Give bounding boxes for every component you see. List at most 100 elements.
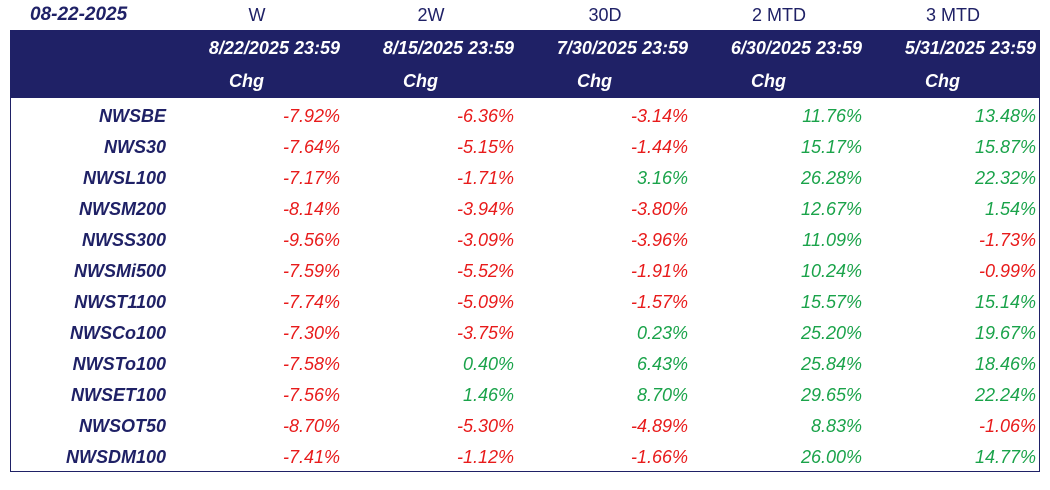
table-row: NWSMi500 -7.59% -5.52% -1.91% 10.24% -0.99% (11, 256, 1039, 287)
header-date: 8/22/2025 23:59 (208, 37, 340, 58)
change-cell: -7.92% (282, 106, 340, 126)
change-cell: -7.30% (282, 323, 340, 343)
header-col-30d: 7/30/2025 23:59 Chg (519, 31, 693, 98)
index-name: NWSTo100 (72, 354, 166, 374)
change-cell: 10.24% (800, 261, 862, 281)
header-col-2mtd: 6/30/2025 23:59 Chg (693, 31, 867, 98)
index-name: NWSET100 (70, 385, 166, 405)
change-cell: 11.09% (802, 230, 862, 250)
change-cell: 26.28% (800, 168, 862, 188)
change-cell: -1.06% (978, 416, 1036, 436)
change-cell: -8.14% (282, 199, 340, 219)
header-date: 6/30/2025 23:59 (730, 37, 862, 58)
change-cell: -1.44% (630, 137, 688, 157)
change-cell: 15.87% (974, 137, 1036, 157)
change-cell: 29.65% (800, 385, 862, 405)
change-cell: 0.23% (636, 323, 688, 343)
table-row: NWSS300 -9.56% -3.09% -3.96% 11.09% -1.73% (11, 225, 1039, 256)
index-name: NWSL100 (82, 168, 166, 188)
change-cell: 22.24% (974, 385, 1036, 405)
change-cell: 15.17% (800, 137, 862, 157)
header-date: 5/31/2025 23:59 (904, 37, 1036, 58)
header-col-2w: 8/15/2025 23:59 Chg (345, 31, 519, 98)
index-name: NWST1100 (74, 292, 166, 312)
header-chg: Chg (577, 71, 612, 92)
table-row: NWS30 -7.64% -5.15% -1.44% 15.17% 15.87% (11, 132, 1039, 163)
index-name: NWSCo100 (69, 323, 166, 343)
change-cell: 0.40% (462, 354, 514, 374)
change-cell: 8.70% (636, 385, 688, 405)
change-cell: -5.09% (456, 292, 514, 312)
change-cell: 1.46% (462, 385, 514, 405)
change-cell: 22.32% (974, 168, 1036, 188)
table-row: NWSM200 -8.14% -3.94% -3.80% 12.67% 1.54% (11, 194, 1039, 225)
report-date: 08-22-2025 (30, 4, 128, 25)
period-label-w: W (248, 4, 266, 25)
change-cell: -1.12% (456, 447, 514, 467)
table-row: NWSL100 -7.17% -1.71% 3.16% 26.28% 22.32% (11, 163, 1039, 194)
change-cell: 6.43% (636, 354, 688, 374)
change-cell: 25.20% (800, 323, 862, 343)
change-cell: -1.71% (456, 168, 514, 188)
change-cell: -7.74% (282, 292, 340, 312)
period-label-2w: 2W (417, 4, 445, 25)
change-cell: -1.57% (630, 292, 688, 312)
change-cell: -7.59% (282, 261, 340, 281)
change-cell: -5.15% (456, 137, 514, 157)
change-cell: 19.67% (974, 323, 1036, 343)
change-cell: 15.57% (800, 292, 862, 312)
change-cell: -3.09% (456, 230, 514, 250)
change-cell: -3.14% (630, 106, 688, 126)
period-label-row: 08-22-2025 W 2W 30D 2 MTD 3 MTD (10, 0, 1040, 30)
table-row: NWSCo100 -7.30% -3.75% 0.23% 25.20% 19.67% (11, 318, 1039, 349)
index-name: NWSM200 (78, 199, 166, 219)
returns-table: 8/22/2025 23:59 Chg 8/15/2025 23:59 Chg … (10, 30, 1040, 472)
index-name: NWSMi500 (73, 261, 166, 281)
change-cell: 13.48% (974, 106, 1036, 126)
change-cell: 3.16% (636, 168, 688, 188)
change-cell: -3.80% (630, 199, 688, 219)
change-cell: 18.46% (974, 354, 1036, 374)
index-name: NWSBE (99, 106, 166, 126)
change-cell: -7.64% (282, 137, 340, 157)
change-cell: -7.17% (282, 168, 340, 188)
change-cell: -3.96% (630, 230, 688, 250)
header-chg: Chg (229, 71, 264, 92)
table-row: NWST1100 -7.74% -5.09% -1.57% 15.57% 15.14% (11, 287, 1039, 318)
change-cell: -0.99% (978, 261, 1036, 281)
header-col-w: 8/22/2025 23:59 Chg (171, 31, 345, 98)
change-cell: 12.67% (800, 199, 862, 219)
change-cell: -5.52% (456, 261, 514, 281)
change-cell: 15.14% (974, 292, 1036, 312)
table-header: 8/22/2025 23:59 Chg 8/15/2025 23:59 Chg … (11, 31, 1039, 98)
change-cell: -6.36% (456, 106, 514, 126)
change-cell: -7.41% (282, 447, 340, 467)
change-cell: 26.00% (800, 447, 862, 467)
change-cell: -7.56% (282, 385, 340, 405)
change-cell: -3.75% (456, 323, 514, 343)
change-cell: -9.56% (282, 230, 340, 250)
table-body: NWSBE -7.92% -6.36% -3.14% 11.76% 13.48% NWS30… (11, 98, 1039, 473)
table-row: NWSDM100 -7.41% -1.12% -1.66% 26.00% 14.77% (11, 442, 1039, 473)
period-label-30d: 30D (588, 4, 622, 25)
header-chg: Chg (403, 71, 438, 92)
header-blank (11, 31, 171, 98)
change-cell: -4.89% (630, 416, 688, 436)
index-name: NWS30 (103, 137, 166, 157)
table-row: NWSBE -7.92% -6.36% -3.14% 11.76% 13.48% (11, 101, 1039, 132)
change-cell: -1.73% (978, 230, 1036, 250)
table-row: NWSOT50 -8.70% -5.30% -4.89% 8.83% -1.06% (11, 411, 1039, 442)
index-name: NWSDM100 (65, 447, 166, 467)
header-col-3mtd: 5/31/2025 23:59 Chg (867, 31, 1041, 98)
change-cell: 1.54% (984, 199, 1036, 219)
header-date: 7/30/2025 23:59 (556, 37, 688, 58)
change-cell: 14.77% (974, 447, 1036, 467)
change-cell: 11.76% (802, 106, 862, 126)
period-label-2mtd: 2 MTD (752, 4, 806, 25)
change-cell: -1.66% (630, 447, 688, 467)
change-cell: -7.58% (282, 354, 340, 374)
table-row: NWSTo100 -7.58% 0.40% 6.43% 25.84% 18.46% (11, 349, 1039, 380)
header-chg: Chg (751, 71, 786, 92)
index-name: NWSOT50 (78, 416, 166, 436)
